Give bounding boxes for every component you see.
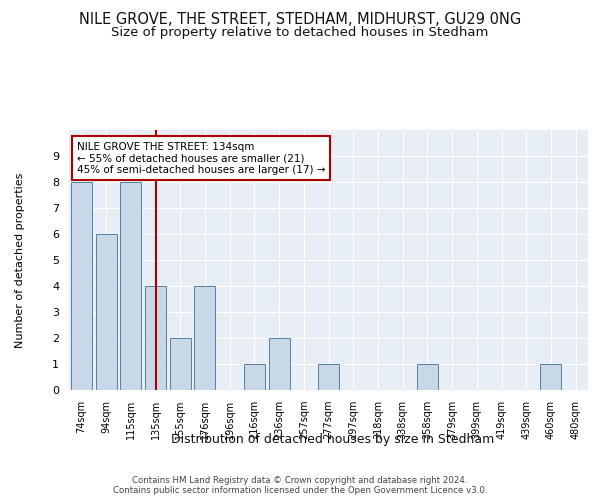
Bar xyxy=(417,364,438,390)
Bar xyxy=(269,338,290,390)
Y-axis label: Number of detached properties: Number of detached properties xyxy=(15,172,25,348)
Text: Size of property relative to detached houses in Stedham: Size of property relative to detached ho… xyxy=(112,26,488,39)
Bar xyxy=(120,182,141,390)
Bar xyxy=(244,364,265,390)
Bar xyxy=(170,338,191,390)
Text: Contains HM Land Registry data © Crown copyright and database right 2024.
Contai: Contains HM Land Registry data © Crown c… xyxy=(113,476,487,495)
Bar xyxy=(95,234,116,390)
Bar xyxy=(541,364,562,390)
Bar xyxy=(194,286,215,390)
Text: NILE GROVE, THE STREET, STEDHAM, MIDHURST, GU29 0NG: NILE GROVE, THE STREET, STEDHAM, MIDHURS… xyxy=(79,12,521,28)
Bar xyxy=(71,182,92,390)
Bar xyxy=(318,364,339,390)
Bar xyxy=(145,286,166,390)
Text: Distribution of detached houses by size in Stedham: Distribution of detached houses by size … xyxy=(172,432,494,446)
Text: NILE GROVE THE STREET: 134sqm
← 55% of detached houses are smaller (21)
45% of s: NILE GROVE THE STREET: 134sqm ← 55% of d… xyxy=(77,142,325,175)
